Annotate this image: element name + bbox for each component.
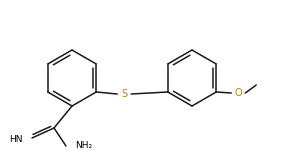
Text: HN: HN (10, 135, 23, 143)
Text: NH₂: NH₂ (75, 140, 92, 149)
Text: S: S (121, 89, 127, 99)
Text: O: O (234, 88, 242, 98)
